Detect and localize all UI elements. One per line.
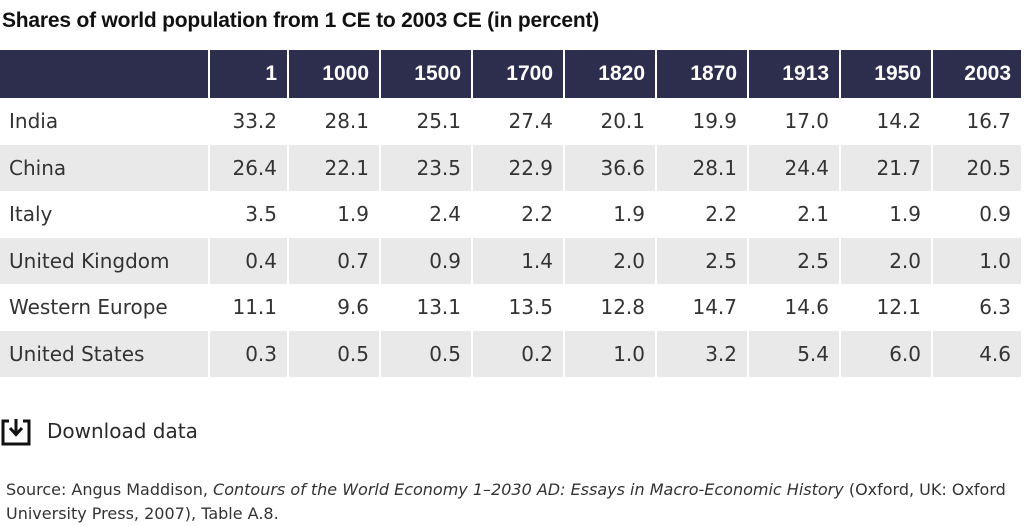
chart-title: Shares of world population from 1 CE to … bbox=[2, 9, 600, 32]
value-cell: 0.7 bbox=[288, 237, 381, 284]
value-cell: 28.1 bbox=[656, 144, 749, 191]
table-row: United States 0.3 0.5 0.5 0.2 1.0 3.2 5.4 6.0 4.6 bbox=[0, 330, 1021, 377]
value-cell: 12.8 bbox=[564, 284, 657, 331]
header-year-cell: 1913 bbox=[748, 50, 841, 98]
value-cell: 14.2 bbox=[840, 98, 933, 145]
table-row: Italy 3.5 1.9 2.4 2.2 1.9 2.2 2.1 1.9 0.9 bbox=[0, 191, 1021, 238]
value-cell: 2.2 bbox=[656, 191, 749, 238]
header-year-cell: 1950 bbox=[840, 50, 933, 98]
value-cell: 11.1 bbox=[209, 284, 289, 331]
header-year-cell: 1700 bbox=[472, 50, 565, 98]
header-year-cell: 1000 bbox=[288, 50, 381, 98]
value-cell: 21.7 bbox=[840, 144, 933, 191]
value-cell: 19.9 bbox=[656, 98, 749, 145]
header-year-cell: 2003 bbox=[932, 50, 1021, 98]
country-cell: Italy bbox=[0, 191, 210, 238]
value-cell: 17.0 bbox=[748, 98, 841, 145]
value-cell: 1.9 bbox=[840, 191, 933, 238]
value-cell: 2.4 bbox=[380, 191, 473, 238]
country-cell: United Kingdom bbox=[0, 237, 210, 284]
header-year-cell: 1500 bbox=[380, 50, 473, 98]
table-row: India 33.2 28.1 25.1 27.4 20.1 19.9 17.0 14.2 16.… bbox=[0, 98, 1021, 145]
value-cell: 16.7 bbox=[932, 98, 1021, 145]
header-row: 1 1000 1500 1700 1820 1870 1913 1950 2003 bbox=[0, 50, 1021, 98]
value-cell: 26.4 bbox=[209, 144, 289, 191]
value-cell: 3.2 bbox=[656, 330, 749, 377]
table-row: Western Europe 11.1 9.6 13.1 13.5 12.8 14.7 14.… bbox=[0, 284, 1021, 331]
value-cell: 28.1 bbox=[288, 98, 381, 145]
download-data-button[interactable]: Download data bbox=[0, 414, 198, 448]
value-cell: 20.1 bbox=[564, 98, 657, 145]
header-year-cell: 1 bbox=[209, 50, 289, 98]
download-icon bbox=[0, 415, 32, 447]
source-note: Source: Angus Maddison, Contours of the … bbox=[6, 478, 1016, 526]
value-cell: 13.1 bbox=[380, 284, 473, 331]
value-cell: 33.2 bbox=[209, 98, 289, 145]
value-cell: 2.5 bbox=[748, 237, 841, 284]
value-cell: 1.9 bbox=[564, 191, 657, 238]
country-cell: China bbox=[0, 144, 210, 191]
value-cell: 0.5 bbox=[380, 330, 473, 377]
value-cell: 23.5 bbox=[380, 144, 473, 191]
value-cell: 22.1 bbox=[288, 144, 381, 191]
country-cell: India bbox=[0, 98, 210, 145]
value-cell: 22.9 bbox=[472, 144, 565, 191]
value-cell: 13.5 bbox=[472, 284, 565, 331]
value-cell: 20.5 bbox=[932, 144, 1021, 191]
value-cell: 2.0 bbox=[564, 237, 657, 284]
population-table: 1 1000 1500 1700 1820 1870 1913 1950 2003 India 3… bbox=[0, 50, 1021, 377]
value-cell: 2.1 bbox=[748, 191, 841, 238]
value-cell: 27.4 bbox=[472, 98, 565, 145]
value-cell: 9.6 bbox=[288, 284, 381, 331]
value-cell: 0.9 bbox=[380, 237, 473, 284]
source-book-title: Contours of the World Economy 1–2030 AD:… bbox=[213, 480, 844, 499]
value-cell: 0.9 bbox=[932, 191, 1021, 238]
country-cell: United States bbox=[0, 330, 210, 377]
value-cell: 12.1 bbox=[840, 284, 933, 331]
table-body: India 33.2 28.1 25.1 27.4 20.1 19.9 17.0 14.2 16.… bbox=[0, 98, 1021, 377]
value-cell: 3.5 bbox=[209, 191, 289, 238]
value-cell: 6.3 bbox=[932, 284, 1021, 331]
value-cell: 1.4 bbox=[472, 237, 565, 284]
value-cell: 0.5 bbox=[288, 330, 381, 377]
value-cell: 24.4 bbox=[748, 144, 841, 191]
country-cell: Western Europe bbox=[0, 284, 210, 331]
value-cell: 14.7 bbox=[656, 284, 749, 331]
value-cell: 2.0 bbox=[840, 237, 933, 284]
value-cell: 0.2 bbox=[472, 330, 565, 377]
value-cell: 36.6 bbox=[564, 144, 657, 191]
source-prefix: Source: Angus Maddison, bbox=[6, 480, 214, 499]
value-cell: 0.4 bbox=[209, 237, 289, 284]
header-year-cell: 1820 bbox=[564, 50, 657, 98]
value-cell: 14.6 bbox=[748, 284, 841, 331]
table-row: China 26.4 22.1 23.5 22.9 36.6 28.1 24.4 21.7 20.… bbox=[0, 144, 1021, 191]
value-cell: 2.2 bbox=[472, 191, 565, 238]
value-cell: 1.0 bbox=[564, 330, 657, 377]
value-cell: 4.6 bbox=[932, 330, 1021, 377]
value-cell: 1.0 bbox=[932, 237, 1021, 284]
value-cell: 0.3 bbox=[209, 330, 289, 377]
header-country-cell bbox=[0, 50, 210, 98]
download-data-label: Download data bbox=[47, 419, 198, 443]
value-cell: 25.1 bbox=[380, 98, 473, 145]
value-cell: 6.0 bbox=[840, 330, 933, 377]
header-year-cell: 1870 bbox=[656, 50, 749, 98]
value-cell: 1.9 bbox=[288, 191, 381, 238]
value-cell: 5.4 bbox=[748, 330, 841, 377]
value-cell: 2.5 bbox=[656, 237, 749, 284]
table-row: United Kingdom 0.4 0.7 0.9 1.4 2.0 2.5 2.5 2.0 1.… bbox=[0, 237, 1021, 284]
